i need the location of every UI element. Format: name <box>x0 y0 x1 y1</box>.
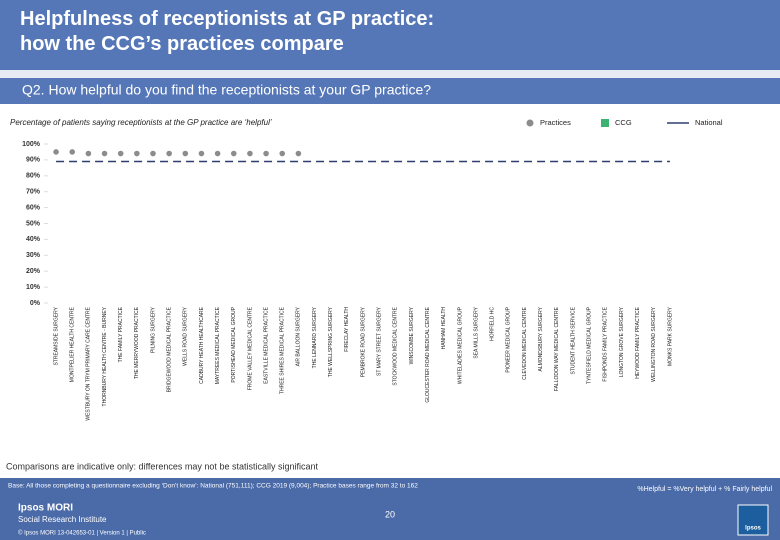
x-tick-label: FALLODON WAY MEDICAL CENTRE <box>554 306 560 391</box>
chart-title: Helpfulness of receptionists at GP pract… <box>20 8 434 55</box>
institute: Social Research Institute <box>18 515 107 524</box>
x-tick-label: FIRECLAY HEALTH <box>344 307 350 352</box>
x-tick-label: ST MARY STREET SURGERY <box>376 306 382 376</box>
legend-swatch <box>601 119 609 127</box>
x-tick-label: PORTISHEAD MEDICAL GROUP <box>231 306 237 382</box>
y-tick-label: 100% <box>22 141 41 148</box>
subtitle: Percentage of patients saying receptioni… <box>10 118 272 127</box>
legend-label: CCG <box>615 118 632 127</box>
brand: Ipsos <box>745 526 761 532</box>
x-tick-label: WELLINGTON ROAD SURGERY <box>651 306 657 381</box>
x-tick-label: GLOUCESTER ROAD MEDICAL CENTRE <box>425 306 431 402</box>
x-tick-label: PILNING SURGERY <box>150 306 156 353</box>
x-tick-label: STREAMSIDE SURGERY <box>53 306 59 365</box>
practice-dot <box>117 150 124 157</box>
practice-dot <box>150 150 156 157</box>
x-tick-label: BRIDGEWOOD MEDICAL PRACTICE <box>166 306 172 392</box>
practice-dot <box>263 150 269 157</box>
x-tick-label: EASTVILLE MEDICAL PRACTICE <box>263 306 269 383</box>
question-band <box>0 78 780 104</box>
x-tick-label: LONGTON GROVE SURGERY <box>619 306 625 377</box>
x-tick-label: WELLS ROAD SURGERY <box>183 306 189 365</box>
x-tick-label: HANHAM HEALTH <box>441 307 447 350</box>
x-tick-label: WHITELADIES MEDICAL GROUP <box>457 306 463 384</box>
y-tick-label: 80% <box>26 173 41 180</box>
copyright: © Ipsos MORI 13-042653-01 | Version 1 | … <box>18 530 146 537</box>
y-tick-label: 40% <box>26 236 41 243</box>
header-band <box>0 0 780 70</box>
x-tick-label: WESTBURY ON TRYM PRIMARY CARE CENTRE <box>86 306 92 420</box>
y-tick-label: 20% <box>26 268 41 275</box>
practice-dot <box>279 150 286 157</box>
x-tick-label: MONKS PARK SURGERY <box>667 306 673 366</box>
note: Comparisons are indicative only: differe… <box>6 461 318 471</box>
legend-label: National <box>695 118 723 127</box>
x-tick-label: THORNBURY HEALTH CENTRE - BURNEY <box>102 306 108 406</box>
y-tick-label: 30% <box>26 252 41 259</box>
practice-dot <box>134 150 140 157</box>
question: Q2. How helpful do you find the receptio… <box>22 82 431 98</box>
x-tick-label: FROME VALLEY MEDICAL CENTRE <box>247 306 253 390</box>
y-tick-label: 60% <box>26 204 41 211</box>
practice-dot <box>85 150 92 157</box>
x-tick-label: FISHPONDS FAMILY PRACTICE <box>603 306 609 381</box>
x-tick-label: THE MERRYWOOD PRACTICE <box>134 306 140 379</box>
x-tick-label: WINSCOMBE SURGERY <box>409 306 415 364</box>
x-tick-label: PEMBROKE ROAD SURGERY <box>360 306 366 377</box>
y-tick-label: 70% <box>26 189 41 196</box>
page-number: 20 <box>385 509 395 519</box>
x-tick-label: AIR BALLOON SURGERY <box>296 306 302 366</box>
y-tick-label: 90% <box>26 157 41 164</box>
x-tick-label: CADBURY HEATH HEALTHCARE <box>199 306 205 384</box>
practice-dot <box>53 149 59 155</box>
x-tick-label: THE WELLSPRING SURGERY <box>328 306 334 377</box>
practice-dot <box>69 149 76 155</box>
x-tick-label: TYNTESFIELD MEDICAL GROUP <box>586 306 592 384</box>
practice-dot <box>230 150 237 157</box>
x-tick-label: MAYTREES MEDICAL PRACTICE <box>215 306 221 384</box>
footer-band <box>0 478 780 540</box>
x-tick-label: THREE SHIRES MEDICAL PRACTICE <box>280 306 286 394</box>
x-tick-label: SEA MILLS SURGERY <box>473 306 479 358</box>
practice-dot <box>182 150 189 157</box>
x-tick-label: CLEVEDON MEDICAL CENTRE <box>522 306 528 380</box>
practice-dot <box>247 150 253 157</box>
practice-dot <box>295 150 302 157</box>
definition: %Helpful = %Very helpful + % Fairly help… <box>637 486 772 493</box>
x-tick-label: HEYWOOD FAMILY PRACTICE <box>635 306 641 378</box>
y-tick-label: 0% <box>30 300 41 307</box>
logo: Ipsos MORI <box>18 503 73 514</box>
practice-dot <box>214 150 221 157</box>
x-tick-label: STOCKWOOD MEDICAL CENTRE <box>393 306 399 385</box>
x-tick-label: MONTPELIER HEALTH CENTRE <box>70 306 76 382</box>
x-tick-label: PIONEER MEDICAL GROUP <box>506 306 512 372</box>
x-tick-label: STUDENT HEALTH SERVICE <box>570 306 576 374</box>
legend-label: Practices <box>540 118 571 127</box>
x-tick-label: THE LENNARD SURGERY <box>312 306 318 368</box>
legend-swatch <box>526 119 534 127</box>
base-note: Base: All those completing a questionnai… <box>8 483 418 490</box>
brand-box <box>737 504 769 536</box>
practice-dot <box>166 150 172 157</box>
practice-dot <box>198 150 205 157</box>
y-tick-label: 10% <box>26 284 41 291</box>
header-gap <box>0 70 780 78</box>
x-tick-label: THE FAMILY PRACTICE <box>118 306 124 362</box>
practice-dot <box>101 150 108 157</box>
x-tick-label: HORFIELD HC <box>490 307 496 341</box>
y-tick-label: 50% <box>26 220 41 227</box>
x-tick-label: ALMONDSBURY SURGERY <box>538 306 544 371</box>
